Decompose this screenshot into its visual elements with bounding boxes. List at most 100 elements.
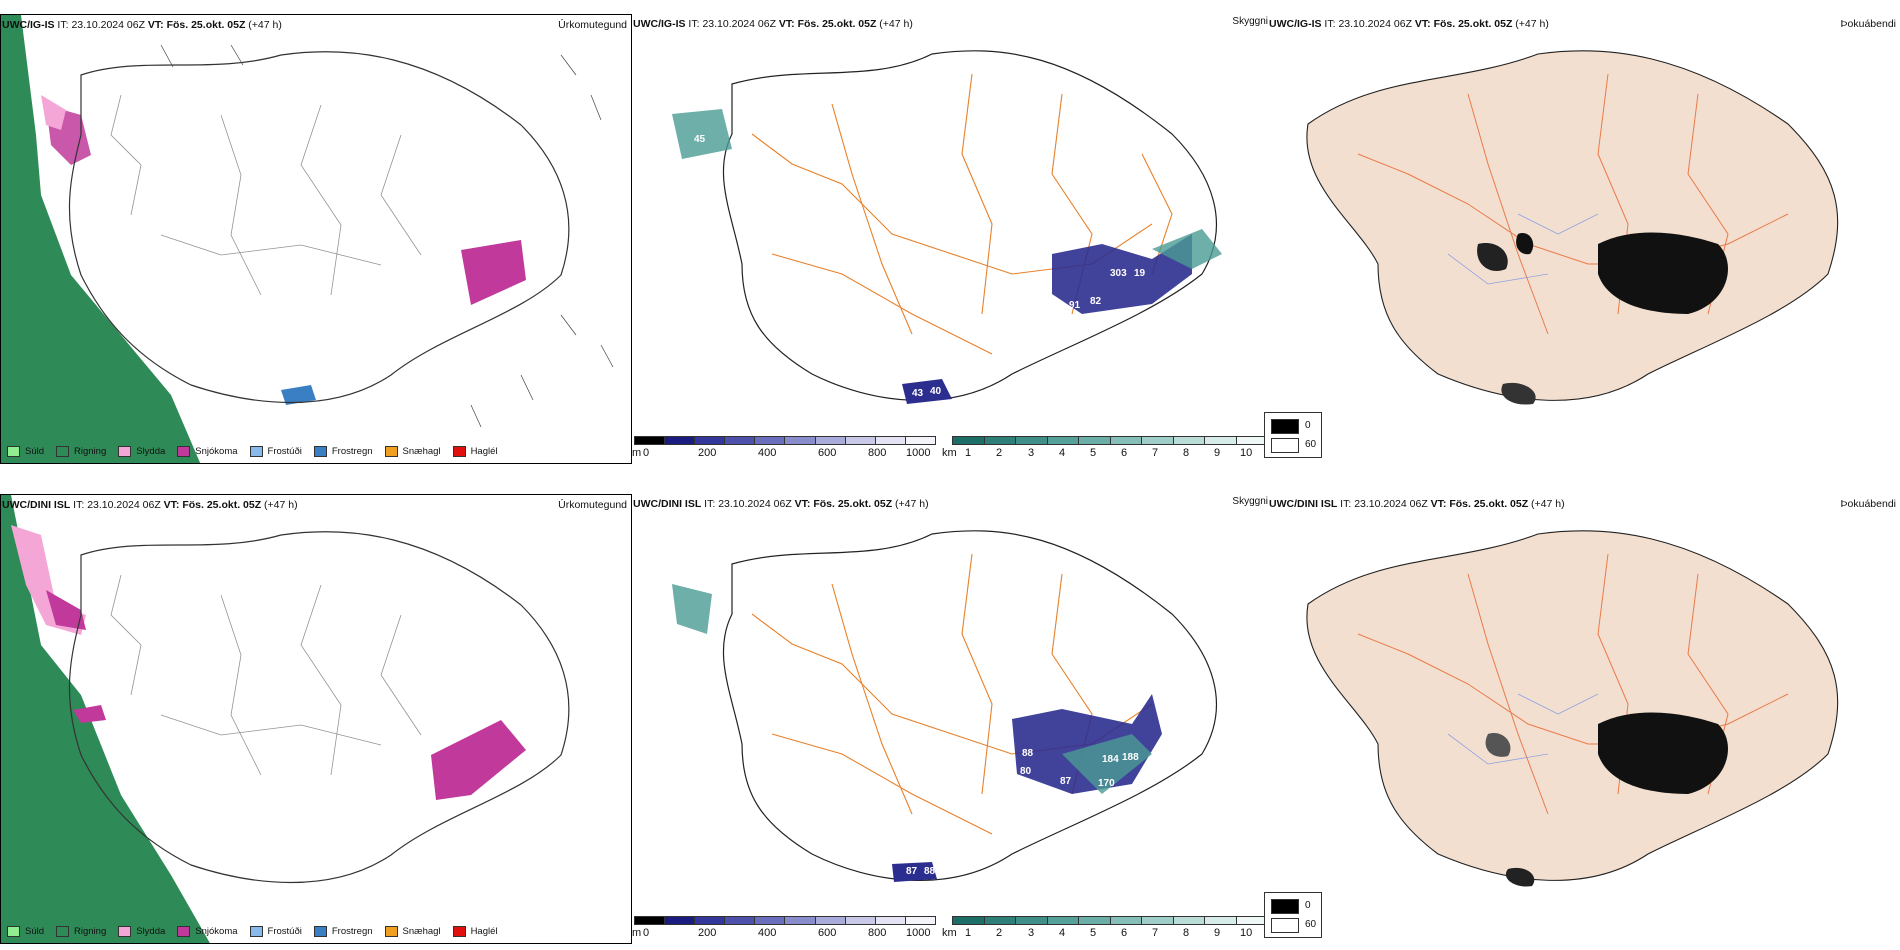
ptype-map-bottom: [1, 495, 570, 943]
cloud-label: 188: [1122, 752, 1139, 763]
precip-legend: Súld Rigning Slydda Snjókoma Frostúði Fr…: [7, 926, 498, 937]
cloudbase-unit: m: [632, 927, 642, 939]
tick: 1: [965, 447, 972, 459]
tick: 5: [1090, 447, 1097, 459]
tick: 7: [1152, 927, 1159, 939]
cloud-label: 19: [1134, 268, 1146, 279]
cloud-label: 184: [1102, 754, 1119, 765]
legend-item-freezing-rain: Frostregn: [313, 446, 373, 457]
tick: 7: [1152, 447, 1159, 459]
tick: 400: [758, 927, 777, 939]
legend-item-snow-grains: Snæhagl: [384, 446, 441, 457]
tick: 6: [1121, 927, 1128, 939]
cloud-label: 40: [930, 386, 942, 397]
visibility-unit: km: [942, 447, 957, 459]
fog-map-top: [1306, 50, 1839, 405]
cloud-label: 88: [1022, 748, 1034, 759]
tick: 6: [1121, 447, 1128, 459]
ptype-map-top: [1, 15, 614, 463]
cloud-panel-top: 45 50 153 161 91 82 303 19 43 40 UWC/IG-…: [632, 14, 1268, 464]
visibility-label: Skyggni: [1232, 496, 1268, 507]
cloud-label: 45: [694, 134, 706, 145]
tick: 5: [1090, 927, 1097, 939]
cloudbase-unit: m: [632, 447, 642, 459]
tick: 3: [1028, 447, 1035, 459]
ptype-label: Úrkomutegund: [558, 499, 627, 511]
tick: 4: [1059, 447, 1066, 459]
tick: 1000: [906, 927, 931, 939]
tick: 2: [996, 447, 1003, 459]
fog-key-top: 0 60: [1264, 412, 1322, 458]
cloud-label: 50: [674, 239, 686, 250]
fog-panel-bottom: UWC/DINI ISL IT: 23.10.2024 06Z VT: Fös.…: [1268, 494, 1900, 944]
fog-key-bottom: 0 60: [1264, 892, 1322, 938]
cloud-map-bottom: 37 88 80 87 184 188 170 87 88: [672, 530, 1217, 882]
tick: 600: [818, 447, 837, 459]
tick: 200: [698, 447, 717, 459]
visibility-label: Skyggni: [1232, 16, 1268, 27]
tick: 600: [818, 927, 837, 939]
legend-item-rain: Rigning: [56, 446, 106, 457]
legend-item-snow: Snjókoma: [177, 446, 238, 457]
cloud-label: 37: [694, 708, 706, 719]
tick: 200: [698, 927, 717, 939]
legend-item-snow-grains: Snæhagl: [384, 926, 441, 937]
tick: 10: [1240, 927, 1253, 939]
tick: 3: [1028, 927, 1035, 939]
tick: 10: [1240, 447, 1253, 459]
cloudbase-colorbar: [634, 916, 936, 925]
legend-item-drizzle: Súld: [7, 926, 44, 937]
cloud-label: 303: [1110, 268, 1127, 279]
tick: 9: [1214, 927, 1221, 939]
visibility-unit: km: [942, 927, 957, 939]
panel-title: UWC/IG-IS IT: 23.10.2024 06Z VT: Fös. 25…: [1269, 18, 1549, 30]
cloud-label: 82: [1090, 296, 1102, 307]
precip-legend: Súld Rigning Slydda Snjókoma Frostúði Fr…: [7, 446, 498, 457]
legend-item-drizzle: Súld: [7, 446, 44, 457]
tick: 2: [996, 927, 1003, 939]
legend-item-freezing-rain: Frostregn: [313, 926, 373, 937]
tick: 9: [1214, 447, 1221, 459]
tick: 1: [965, 927, 972, 939]
cloud-label: 161: [1020, 296, 1037, 307]
cloud-label: 43: [912, 388, 924, 399]
cloud-label: 91: [1069, 300, 1081, 311]
panel-title: UWC/DINI ISL IT: 23.10.2024 06Z VT: Fös.…: [1269, 498, 1565, 510]
ptype-panel-top: UWC/IG-IS IT: 23.10.2024 06Z VT: Fös. 25…: [0, 14, 632, 464]
legend-item-sleet: Slydda: [118, 446, 165, 457]
visibility-colorbar: [952, 436, 1268, 445]
tick: 0: [643, 927, 650, 939]
cloud-label: 88: [924, 866, 936, 877]
tick: 800: [868, 927, 887, 939]
tick: 8: [1183, 927, 1190, 939]
tick: 8: [1183, 447, 1190, 459]
cloud-label: 87: [1060, 776, 1072, 787]
legend-item-freezing-drizzle: Frostúði: [249, 926, 302, 937]
cloud-label: 170: [1098, 778, 1115, 789]
cloud-label: 153: [1032, 278, 1049, 289]
fog-map-bottom: [1306, 530, 1839, 887]
ptype-label: Úrkomutegund: [558, 19, 627, 31]
fog-label: Þokuábendi: [1840, 498, 1896, 510]
legend-item-hail: Haglél: [452, 446, 498, 457]
cloud-map-top: 45 50 153 161 91 82 303 19 43 40: [672, 50, 1222, 404]
legend-item-sleet: Slydda: [118, 926, 165, 937]
cloud-label: 80: [1020, 766, 1032, 777]
legend-item-freezing-drizzle: Frostúði: [249, 446, 302, 457]
fog-label: Þokuábendi: [1840, 18, 1896, 30]
tick: 400: [758, 447, 777, 459]
legend-item-hail: Haglél: [452, 926, 498, 937]
cloud-label: 87: [906, 866, 918, 877]
tick: 0: [643, 447, 650, 459]
cloud-panel-bottom: 37 88 80 87 184 188 170 87 88 UWC/DINI I…: [632, 494, 1268, 944]
cloudbase-colorbar: [634, 436, 936, 445]
fog-panel-top: UWC/IG-IS IT: 23.10.2024 06Z VT: Fös. 25…: [1268, 14, 1900, 464]
tick: 1000: [906, 447, 931, 459]
tick: 800: [868, 447, 887, 459]
panel-title: UWC/IG-IS IT: 23.10.2024 06Z VT: Fös. 25…: [633, 18, 913, 30]
visibility-colorbar: [952, 916, 1268, 925]
panel-title: UWC/IG-IS IT: 23.10.2024 06Z VT: Fös. 25…: [2, 19, 282, 31]
panel-title: UWC/DINI ISL IT: 23.10.2024 06Z VT: Fös.…: [633, 498, 929, 510]
ptype-panel-bottom: UWC/DINI ISL IT: 23.10.2024 06Z VT: Fös.…: [0, 494, 632, 944]
tick: 4: [1059, 927, 1066, 939]
